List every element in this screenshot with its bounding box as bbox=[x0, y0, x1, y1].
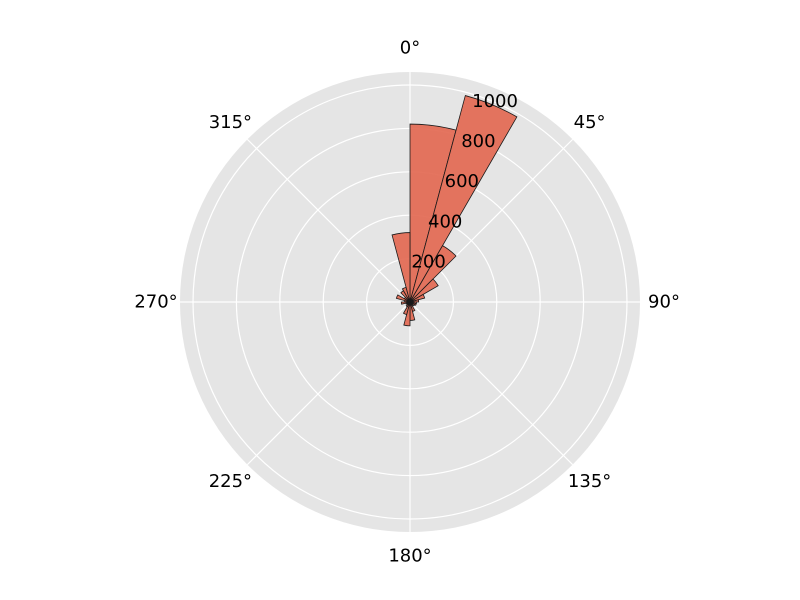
angle-tick-label-1: 45° bbox=[574, 112, 606, 133]
polar-bar-23 bbox=[391, 232, 411, 303]
polar-bars bbox=[391, 95, 518, 327]
polar-bar-3 bbox=[409, 278, 439, 303]
radial-tick-label-2: 600 bbox=[445, 171, 479, 192]
angular-gridline-7 bbox=[246, 138, 411, 303]
radial-tick-label-4: 1000 bbox=[472, 91, 518, 112]
radial-tick-label-3: 800 bbox=[461, 131, 495, 152]
angle-tick-labels: 0° 45° 90° 135° 180° 225° 270° 315° bbox=[134, 38, 680, 567]
polar-bar-17 bbox=[400, 301, 411, 305]
radial-tick-label-0: 200 bbox=[411, 251, 445, 272]
angle-tick-label-0: 0° bbox=[400, 38, 420, 59]
angular-gridline-5 bbox=[246, 301, 411, 466]
radial-tick-labels: 200 400 600 800 1000 bbox=[411, 91, 518, 272]
angle-tick-label-6: 270° bbox=[134, 292, 177, 313]
angle-tick-label-2: 90° bbox=[648, 292, 680, 313]
angle-tick-label-7: 315° bbox=[209, 112, 252, 133]
polar-bar-4 bbox=[409, 293, 426, 303]
radial-tick-label-1: 400 bbox=[428, 211, 462, 232]
polar-bar-1 bbox=[409, 95, 518, 303]
polar-bar-5 bbox=[409, 299, 420, 303]
angle-tick-label-5: 225° bbox=[209, 471, 252, 492]
polar-bar-2 bbox=[409, 245, 457, 303]
angle-tick-label-4: 180° bbox=[388, 546, 431, 567]
angle-tick-label-3: 135° bbox=[568, 471, 611, 492]
angular-gridline-3 bbox=[409, 301, 574, 466]
